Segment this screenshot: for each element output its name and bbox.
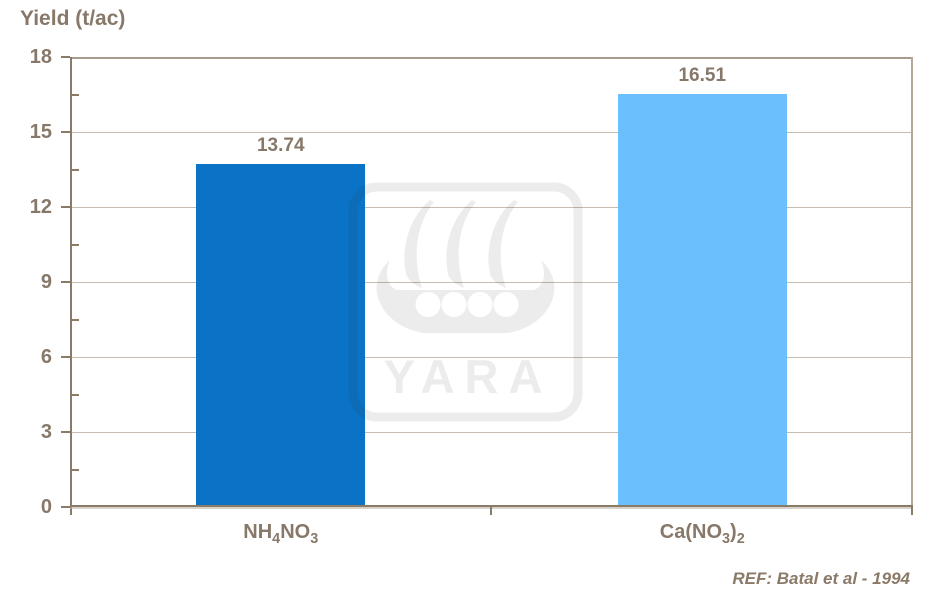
- category-label-text: NH: [243, 521, 273, 543]
- y-axis-minor-tick: [72, 168, 79, 171]
- gridline: [70, 132, 913, 133]
- y-axis-tick-label: 15: [29, 121, 52, 143]
- category-label-subscript: 4: [272, 531, 281, 547]
- bar-value-label: 13.74: [256, 134, 305, 156]
- yara-sails-icon: [404, 200, 518, 288]
- y-axis-tick-label: 18: [29, 46, 52, 68]
- y-axis-tick: [61, 56, 70, 58]
- category-label-text: Ca(NO: [659, 521, 723, 543]
- gridline: [70, 357, 913, 358]
- y-axis-minor-tick: [72, 93, 79, 96]
- reference-text: REF: Batal et al - 1994: [732, 569, 910, 588]
- gridline: [70, 207, 913, 208]
- gridline: [70, 282, 913, 283]
- x-axis-tick: [911, 507, 913, 515]
- x-axis-category-label: NH4NO3: [121, 521, 441, 547]
- category-label-subscript: 3: [722, 531, 731, 547]
- chart-title: Yield (t/ac): [20, 7, 126, 30]
- y-axis-tick: [61, 431, 70, 433]
- category-label-text: NO: [280, 521, 311, 543]
- y-axis-tick-label: 0: [40, 496, 52, 518]
- category-label-text: ): [730, 521, 737, 543]
- y-axis-tick-label: 9: [40, 271, 52, 293]
- bar-Ca(NO3)2: [617, 94, 787, 507]
- y-axis-minor-tick: [72, 318, 79, 321]
- y-axis-tick: [61, 131, 70, 133]
- plot-border-top: [70, 57, 913, 59]
- y-axis-tick-label: 6: [40, 346, 52, 368]
- y-axis-tick-label: 12: [29, 196, 52, 218]
- yara-watermark-logo: YARA: [348, 182, 583, 422]
- x-axis-tick: [489, 507, 492, 515]
- y-axis-minor-tick: [72, 243, 79, 246]
- y-axis-tick: [61, 281, 70, 283]
- bar-value-label: 16.51: [678, 65, 727, 87]
- watermark-frame: [348, 182, 583, 422]
- y-axis-minor-tick: [72, 468, 79, 471]
- plot-area: YARA 13.74 16.51: [70, 57, 913, 515]
- y-axis-tick-label: 3: [40, 421, 52, 443]
- category-label-subscript: 3: [310, 531, 319, 547]
- x-axis-category-label: Ca(NO3)2: [542, 521, 862, 547]
- bar-NH4NO3: [196, 163, 366, 507]
- category-label-subscript: 2: [736, 531, 745, 547]
- y-axis-minor-tick: [72, 393, 79, 396]
- x-axis-line: [70, 505, 913, 507]
- yara-ship-hull-icon: [376, 260, 555, 333]
- y-axis-tick: [61, 506, 70, 508]
- gridline: [70, 432, 913, 433]
- y-axis-tick: [61, 356, 70, 358]
- y-axis-line: [70, 57, 72, 515]
- plot-border-right: [911, 57, 913, 507]
- y-axis-tick: [61, 206, 70, 208]
